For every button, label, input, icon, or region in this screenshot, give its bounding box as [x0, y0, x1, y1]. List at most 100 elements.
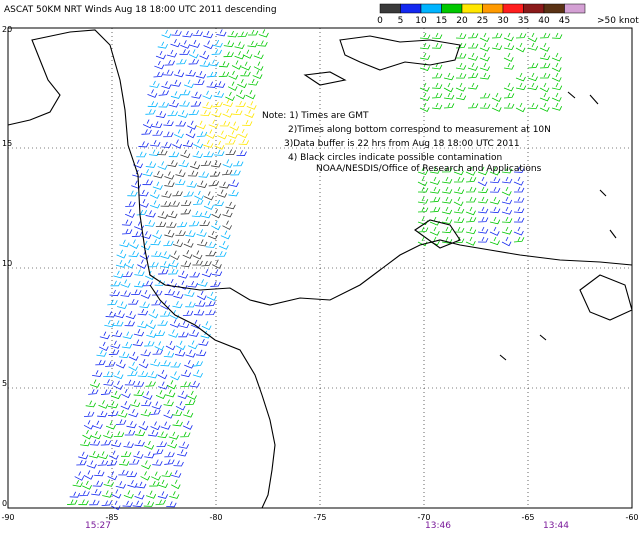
wind-barb — [211, 109, 222, 118]
wind-barb — [201, 321, 212, 331]
wind-barb — [179, 100, 190, 107]
wind-barb — [242, 49, 253, 59]
wind-barb — [513, 236, 525, 243]
wind-barb — [465, 166, 476, 176]
wind-barb — [180, 149, 191, 159]
legend-label: 20 — [456, 16, 468, 26]
wind-barb — [166, 49, 177, 58]
wind-barb — [212, 39, 223, 48]
wind-barb — [501, 216, 513, 223]
wind-barb — [491, 32, 503, 39]
wind-barb — [100, 389, 112, 395]
wind-barb — [122, 500, 133, 507]
wind-barb — [157, 369, 168, 380]
wind-barb — [491, 92, 502, 103]
wind-barb — [222, 99, 234, 108]
wind-barb — [160, 251, 171, 260]
wind-barb — [182, 30, 193, 38]
wind-barb — [467, 52, 479, 61]
wind-barb — [151, 471, 161, 481]
wind-barb — [234, 51, 245, 60]
wind-barb — [161, 29, 172, 39]
wind-barb — [168, 259, 179, 268]
wind-barb — [173, 69, 185, 78]
legend-label: 35 — [518, 16, 529, 26]
wind-barb — [86, 460, 97, 469]
wind-barb — [141, 231, 152, 239]
wind-barb — [107, 401, 119, 409]
wind-barb — [151, 250, 162, 257]
wind-barb — [515, 32, 527, 39]
wind-barb — [205, 250, 216, 257]
wind-barb — [165, 340, 176, 351]
wind-barb — [199, 60, 211, 67]
wind-barb — [121, 341, 133, 349]
wind-barb — [121, 228, 133, 235]
wind-barb — [78, 499, 89, 506]
wind-barb — [205, 300, 216, 307]
wind-barb — [527, 72, 538, 82]
wind-barb — [99, 331, 110, 340]
wind-barb — [150, 409, 161, 415]
wind-barb — [192, 259, 203, 266]
wind-barb — [527, 102, 539, 110]
wind-barb — [197, 279, 208, 287]
wind-barb — [113, 320, 124, 327]
wind-barb — [217, 130, 228, 140]
wind-barb — [138, 421, 149, 431]
wind-barb — [185, 301, 196, 308]
wind-barb — [513, 176, 524, 186]
wind-barb — [455, 92, 467, 101]
coastline — [414, 219, 461, 249]
wind-barb — [161, 470, 172, 478]
wind-barb — [140, 349, 151, 357]
wind-barb — [108, 349, 120, 355]
wind-barb — [513, 196, 525, 203]
wind-barb — [479, 42, 490, 52]
legend-swatch — [502, 3, 524, 14]
wind-barb — [76, 459, 87, 466]
wind-barb — [160, 360, 171, 367]
lon-tick-label: -60 — [625, 513, 638, 522]
wind-barb — [501, 176, 513, 184]
wind-barb — [477, 236, 489, 243]
wind-barb — [455, 72, 467, 79]
wind-barb — [189, 39, 201, 48]
wind-barb — [551, 62, 562, 72]
wind-barb — [172, 300, 183, 309]
wind-barb — [182, 140, 194, 148]
wind-barb — [153, 71, 164, 78]
wind-barb — [124, 429, 136, 436]
wind-barb — [180, 260, 192, 268]
wind-barb — [209, 171, 221, 177]
wind-barb — [122, 271, 133, 277]
wind-barb — [179, 320, 190, 329]
wind-barb — [126, 421, 137, 429]
wind-barb — [91, 488, 102, 496]
wind-barb — [115, 419, 127, 425]
wind-barb — [134, 281, 145, 288]
wind-barb — [190, 101, 202, 107]
wind-barb — [253, 61, 264, 71]
wind-barb — [431, 102, 443, 110]
wind-barb — [171, 409, 183, 417]
wind-barb — [113, 431, 125, 438]
wind-barb — [116, 301, 128, 309]
wind-barb — [489, 216, 501, 225]
wind-barb — [551, 32, 563, 39]
wind-barb — [158, 90, 169, 96]
legend-label: 25 — [477, 16, 488, 26]
wind-barb — [145, 161, 157, 168]
wind-barb — [192, 361, 203, 367]
wind-barb — [503, 82, 514, 92]
wind-barb — [108, 410, 119, 416]
wind-barb — [207, 230, 218, 240]
wind-barb — [193, 309, 205, 316]
wind-barb — [206, 291, 217, 301]
wind-barb — [164, 289, 175, 296]
wind-barb — [223, 51, 234, 58]
wind-barb — [501, 236, 512, 247]
wind-barb — [252, 70, 263, 79]
wind-barb — [477, 206, 489, 214]
wind-barb — [431, 72, 443, 79]
